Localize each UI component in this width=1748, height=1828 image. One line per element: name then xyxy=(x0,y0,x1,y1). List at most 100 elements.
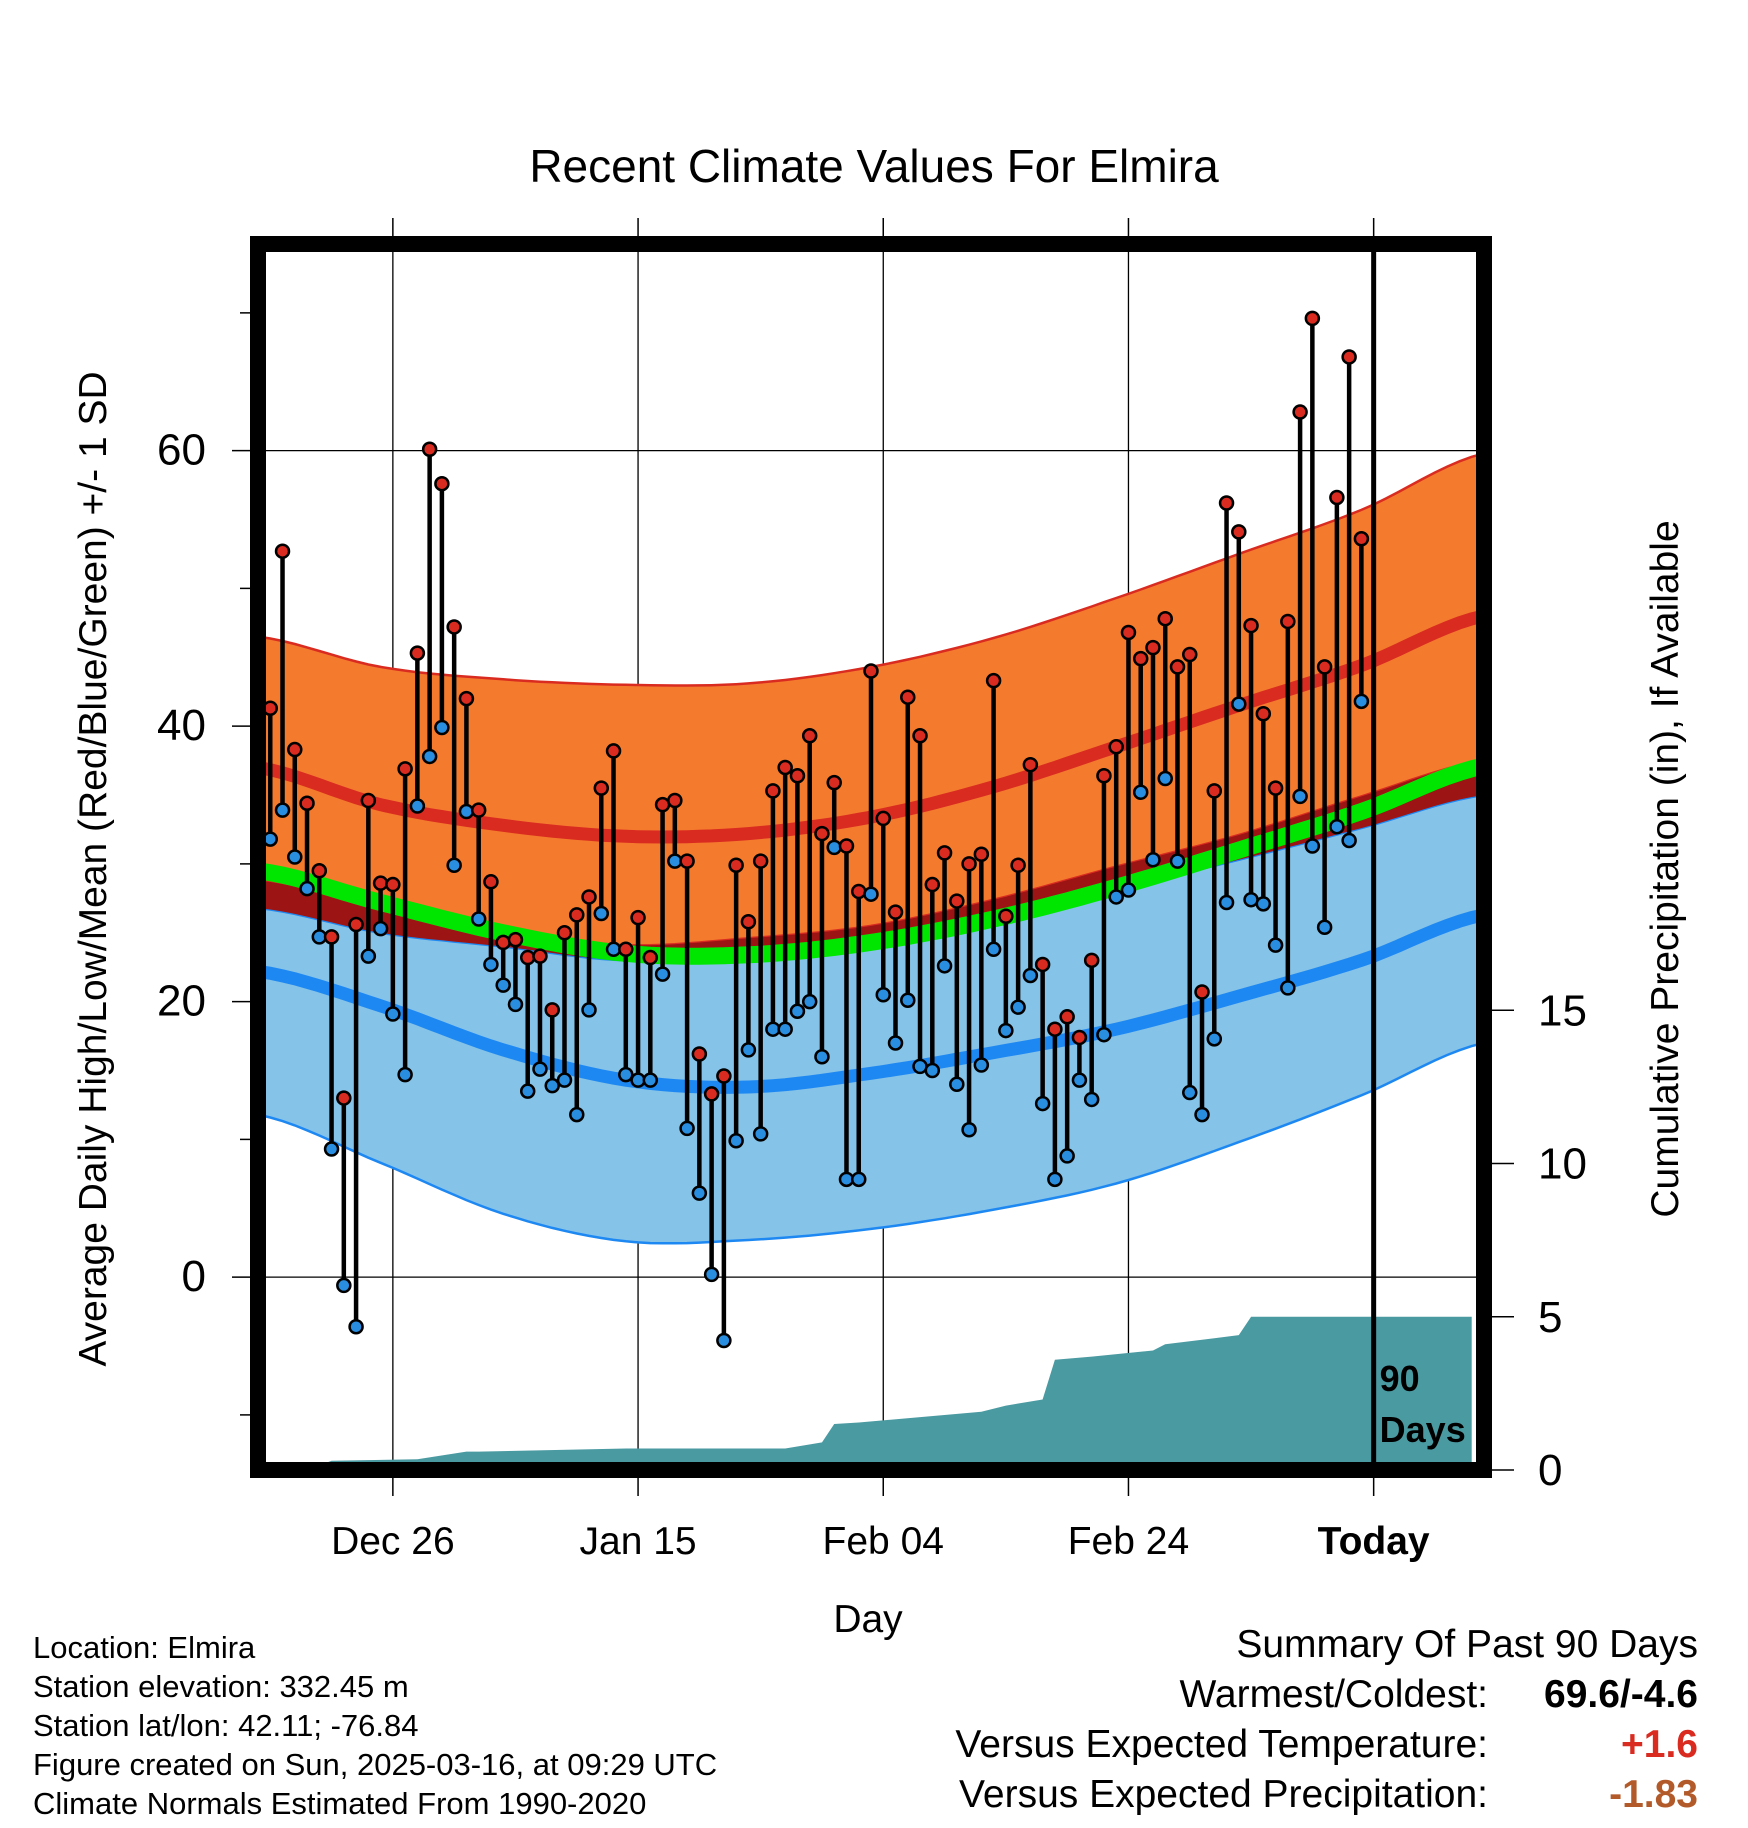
high-point xyxy=(1341,349,1357,365)
high-point xyxy=(274,543,291,559)
x-tick-label: Feb 04 xyxy=(823,1520,944,1563)
y-tick-label-left: 40 xyxy=(157,701,206,750)
window-label-unit: Days xyxy=(1380,1409,1466,1450)
high-point xyxy=(814,825,830,842)
high-point xyxy=(593,780,610,796)
low-point xyxy=(274,802,291,818)
low-point xyxy=(961,1122,977,1138)
high-point xyxy=(1034,956,1051,973)
low-point xyxy=(1157,770,1173,787)
low-point xyxy=(507,996,524,1013)
high-point xyxy=(1059,1009,1075,1025)
high-point xyxy=(1267,780,1284,796)
low-point xyxy=(740,1042,757,1058)
high-point xyxy=(1329,489,1345,506)
low-sd-band xyxy=(258,795,1484,1244)
x-tick-label: Dec 26 xyxy=(331,1520,455,1563)
low-point xyxy=(1096,1026,1112,1043)
high-point xyxy=(1182,646,1198,663)
high-point xyxy=(1292,404,1308,420)
y-tick-label-left: 0 xyxy=(182,1252,206,1301)
high-point xyxy=(630,909,646,926)
precip-anomaly-label: Versus Expected Precipitation: xyxy=(959,1773,1488,1816)
low-point xyxy=(1120,882,1137,898)
high-point xyxy=(728,857,744,874)
high-point xyxy=(740,913,757,930)
high-point xyxy=(323,929,340,945)
low-point xyxy=(569,1106,585,1123)
low-point xyxy=(850,1171,867,1188)
high-point xyxy=(1218,495,1235,511)
low-point xyxy=(495,977,511,993)
high-point xyxy=(434,475,450,492)
elevation-text: Station elevation: 332.45 m xyxy=(33,1669,409,1704)
station-info: Location: Elmira Station elevation: 332.… xyxy=(33,1628,717,1823)
high-point xyxy=(777,759,793,776)
low-point xyxy=(1304,838,1321,854)
temp-anomaly-label: Versus Expected Temperature: xyxy=(955,1723,1488,1766)
low-point xyxy=(1083,1091,1100,1108)
low-point xyxy=(936,958,953,974)
low-point xyxy=(556,1072,573,1088)
high-point xyxy=(483,874,499,890)
high-point xyxy=(1132,650,1149,667)
high-point xyxy=(618,941,634,958)
low-point xyxy=(789,1003,806,1020)
low-point xyxy=(728,1133,744,1149)
low-point xyxy=(875,987,892,1003)
low-point xyxy=(434,719,450,736)
y-tick-label-right: 0 xyxy=(1538,1446,1562,1495)
high-point xyxy=(360,792,377,809)
normal-mean-line xyxy=(258,757,1484,965)
low-point xyxy=(863,886,879,902)
high-point xyxy=(998,908,1014,924)
low-point xyxy=(973,1057,990,1073)
high-point xyxy=(1353,531,1370,547)
high-point xyxy=(838,838,855,854)
high-point xyxy=(1231,524,1247,540)
low-point xyxy=(287,849,303,865)
low-point xyxy=(458,803,475,820)
low-point xyxy=(1182,1084,1198,1101)
high-point xyxy=(679,853,695,869)
low-point xyxy=(1071,1072,1088,1088)
high-point xyxy=(863,663,879,679)
low-point xyxy=(1206,1031,1223,1047)
high-point xyxy=(311,863,328,879)
low-point xyxy=(1255,896,1272,912)
high-point xyxy=(385,876,401,893)
low-point xyxy=(887,1035,904,1051)
low-point xyxy=(1034,1095,1051,1112)
precipitation-area xyxy=(307,1316,1472,1470)
low-point xyxy=(544,1077,560,1094)
precip-anomaly-value: -1.83 xyxy=(1609,1773,1698,1816)
low-point xyxy=(900,992,916,1009)
low-point xyxy=(949,1076,965,1093)
high-point xyxy=(458,690,475,707)
high-point xyxy=(1255,705,1272,722)
low-point xyxy=(1353,693,1370,710)
high-point xyxy=(1071,1029,1088,1046)
high-point xyxy=(716,1068,732,1084)
high-point xyxy=(348,916,364,933)
low-point xyxy=(1059,1148,1075,1164)
y-axis-label-left: Average Daily High/Low/Mean (Red/Blue/Gr… xyxy=(72,371,115,1366)
low-point xyxy=(372,920,389,937)
high-point xyxy=(1304,310,1321,327)
y-tick-label-left: 60 xyxy=(157,426,206,475)
low-point xyxy=(998,1022,1014,1039)
high-point xyxy=(446,619,462,635)
high-point xyxy=(1047,1021,1063,1037)
high-point xyxy=(801,728,818,744)
low-point xyxy=(985,941,1002,958)
high-point xyxy=(532,948,548,964)
high-point xyxy=(703,1086,720,1102)
high-point xyxy=(936,845,953,861)
low-point xyxy=(446,857,462,874)
window-label-number: 90 xyxy=(1380,1358,1420,1399)
high-point xyxy=(1194,984,1210,1000)
x-tick-label: Feb 24 xyxy=(1068,1520,1189,1563)
temp-anomaly-row: Versus Expected Temperature: +1.6 xyxy=(955,1720,1698,1770)
axes: 0 20 40 60 0 5 10 15 Dec 26 Jan 15 Feb 04 Feb 24 Tod… xyxy=(157,218,1587,1563)
low-point xyxy=(752,1126,769,1142)
